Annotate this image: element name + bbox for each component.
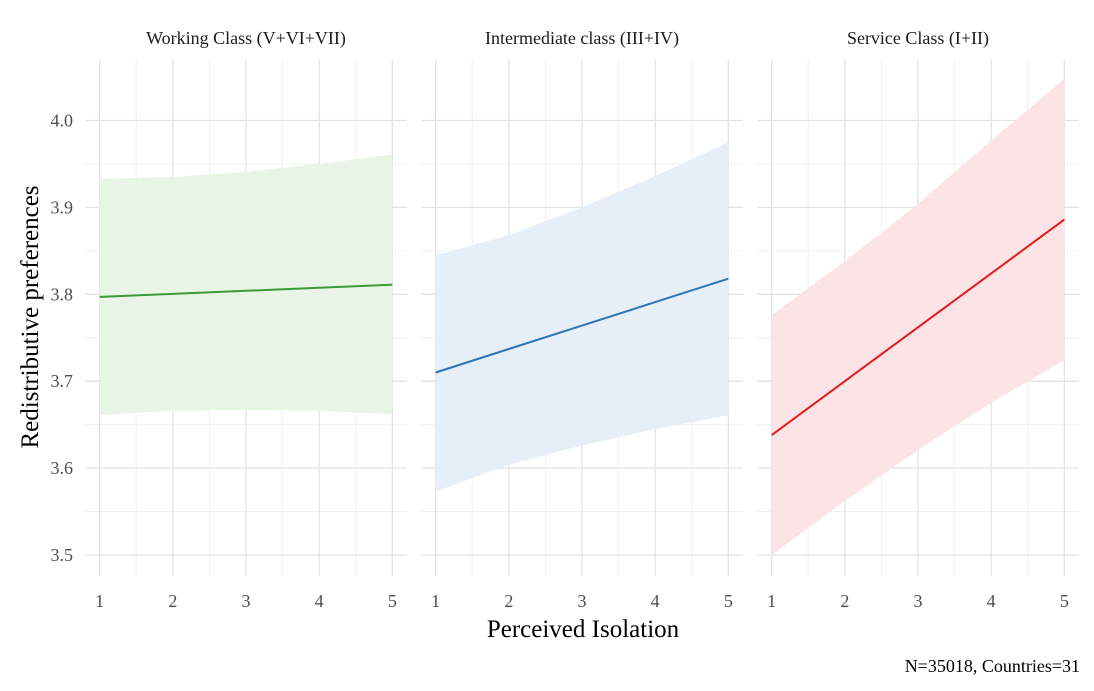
x-tick-label: 1	[767, 591, 776, 611]
y-tick-label: 3.6	[51, 458, 74, 478]
x-tick-label: 2	[840, 591, 849, 611]
series-line	[771, 218, 1065, 436]
x-axis-title: Perceived Isolation	[487, 616, 680, 643]
x-tick-label: 5	[1060, 591, 1069, 611]
x-tick-label: 1	[431, 591, 440, 611]
confidence-band	[771, 78, 1065, 556]
y-tick-label: 4.0	[51, 111, 74, 131]
panel-3: Service Class (I+II) 1 2 3 4 5	[757, 28, 1079, 611]
x-tick-label: 4	[987, 591, 996, 611]
y-tick-label: 3.9	[51, 197, 74, 217]
x-tick-label: 2	[504, 591, 513, 611]
x-tick-label: 3	[914, 591, 923, 611]
y-tick-label: 3.8	[51, 284, 74, 304]
panel-title: Intermediate class (III+IV)	[485, 28, 679, 49]
x-tick-label: 3	[242, 591, 251, 611]
x-tick-label: 1	[95, 591, 104, 611]
panel-2: Intermediate class (III+IV) 1 2 3 4 5	[421, 28, 743, 611]
x-tick-label: 4	[651, 591, 660, 611]
panel-title: Service Class (I+II)	[847, 28, 989, 49]
y-tick-label: 3.5	[51, 545, 74, 565]
confidence-band	[435, 142, 729, 492]
y-axis-title: Redistributive preferences	[17, 185, 44, 448]
x-tick-label: 4	[315, 591, 324, 611]
panel-1: Working Class (V+VI+VII) 1 2 3 4 5	[85, 28, 407, 611]
x-tick-label: 5	[724, 591, 733, 611]
confidence-band	[99, 154, 393, 416]
chart-caption: N=35018, Countries=31	[905, 656, 1080, 676]
series-line	[435, 277, 729, 374]
x-tick-label: 5	[388, 591, 397, 611]
y-tick-label: 3.7	[51, 371, 74, 391]
panel-title: Working Class (V+VI+VII)	[146, 28, 346, 49]
x-tick-label: 2	[168, 591, 177, 611]
series-line	[99, 283, 393, 298]
x-tick-label: 3	[578, 591, 587, 611]
